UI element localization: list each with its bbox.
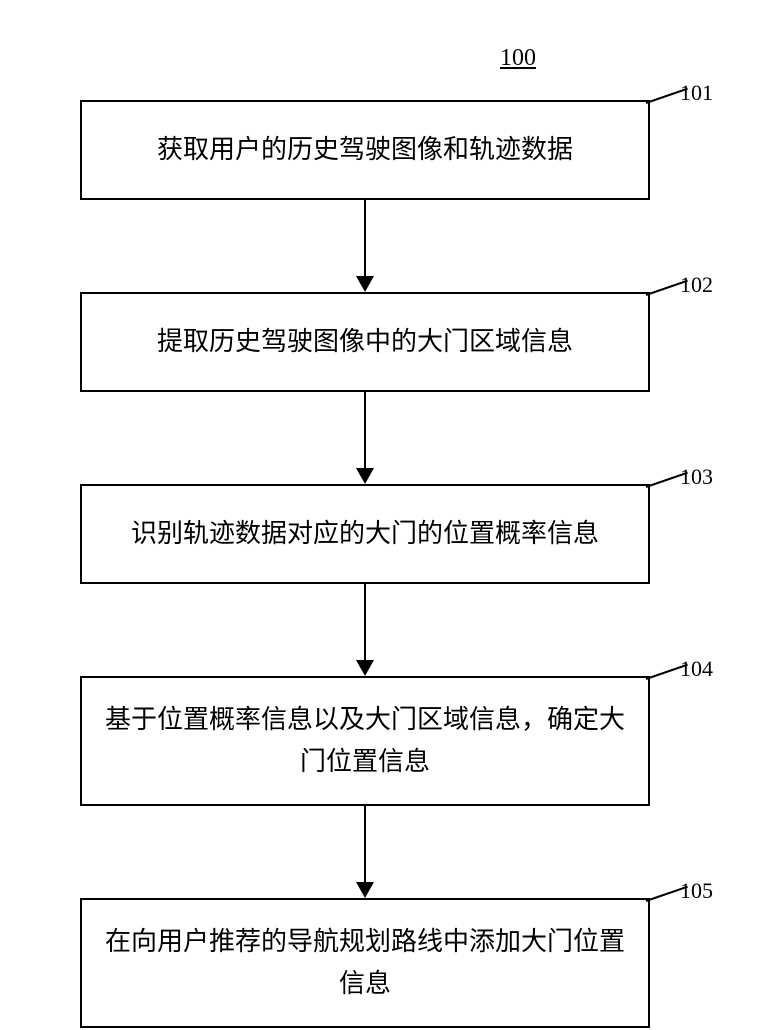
flowchart-container: 100 获取用户的历史驾驶图像和轨迹数据 101 提取历史驾驶图像中的大门区域信… [0, 30, 764, 1030]
arrow-head-1 [356, 276, 374, 292]
flow-step-105-text: 在向用户推荐的导航规划路线中添加大门位置信息 [102, 921, 628, 1004]
flow-step-103-text: 识别轨迹数据对应的大门的位置概率信息 [131, 513, 599, 555]
flow-step-103: 识别轨迹数据对应的大门的位置概率信息 [80, 484, 650, 584]
arrow-head-3 [356, 660, 374, 676]
flow-step-101: 获取用户的历史驾驶图像和轨迹数据 [80, 100, 650, 200]
flow-step-104-label: 104 [680, 656, 713, 682]
flow-step-102: 提取历史驾驶图像中的大门区域信息 [80, 292, 650, 392]
arrow-line-3 [364, 584, 366, 660]
flow-step-102-text: 提取历史驾驶图像中的大门区域信息 [157, 321, 573, 363]
flow-step-102-label: 102 [680, 272, 713, 298]
arrow-head-4 [356, 882, 374, 898]
arrow-line-4 [364, 806, 366, 882]
arrow-line-2 [364, 392, 366, 468]
flow-step-105: 在向用户推荐的导航规划路线中添加大门位置信息 [80, 898, 650, 1028]
flow-step-105-label: 105 [680, 878, 713, 904]
arrow-head-2 [356, 468, 374, 484]
diagram-reference-number: 100 [500, 45, 536, 72]
flow-step-104: 基于位置概率信息以及大门区域信息，确定大门位置信息 [80, 676, 650, 806]
flow-step-104-text: 基于位置概率信息以及大门区域信息，确定大门位置信息 [102, 699, 628, 782]
flow-step-101-text: 获取用户的历史驾驶图像和轨迹数据 [157, 129, 573, 171]
arrow-line-1 [364, 200, 366, 276]
flow-step-101-label: 101 [680, 80, 713, 106]
flow-step-103-label: 103 [680, 464, 713, 490]
